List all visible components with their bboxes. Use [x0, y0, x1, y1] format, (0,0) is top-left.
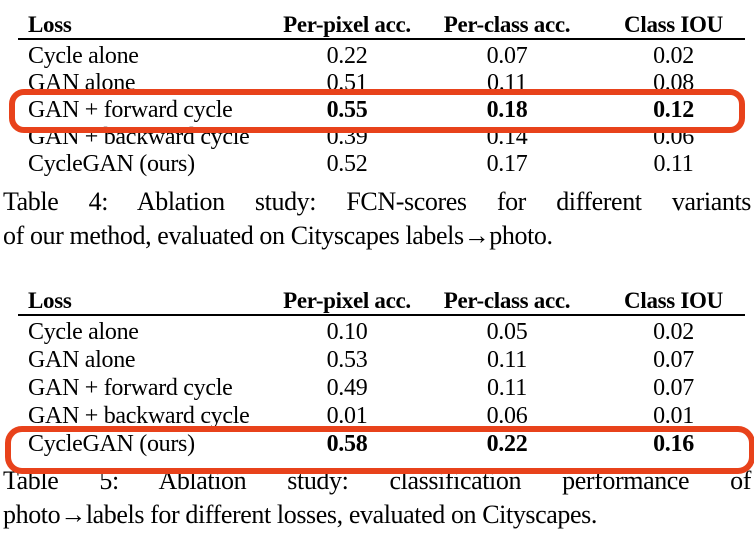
per-class-value: 0.05: [486, 319, 528, 345]
loss-label: GAN + backward cycle: [28, 403, 250, 429]
table-row: Cycle alone 0.22 0.07 0.02: [18, 42, 745, 69]
table-row: GAN alone 0.51 0.11 0.08: [18, 69, 745, 96]
per-class-value: 0.06: [486, 403, 528, 429]
class-iou-value: 0.06: [653, 123, 694, 150]
per-pixel-value: 0.39: [326, 123, 368, 150]
class-iou-value: 0.02: [653, 319, 694, 345]
column-header-per-pixel: Per-pixel acc.: [283, 11, 411, 37]
class-iou-value: 0.02: [653, 42, 694, 69]
class-iou-value: 0.08: [653, 69, 694, 96]
class-iou-value: 0.11: [653, 150, 694, 177]
loss-label: CycleGAN (ours): [28, 431, 195, 457]
table4-caption: Table 4: Ablation study: FCN-scores for …: [3, 185, 751, 253]
table-header-row: Loss Per-pixel acc. Per-class acc. Class…: [18, 10, 745, 40]
class-iou-value: 0.07: [653, 347, 694, 373]
per-pixel-value: 0.55: [326, 96, 368, 123]
per-class-value: 0.07: [486, 42, 528, 69]
table5-caption: Table 5: Ablation study: classification …: [3, 464, 751, 532]
per-class-value: 0.22: [486, 431, 528, 457]
per-pixel-value: 0.52: [326, 150, 368, 177]
loss-label: Cycle alone: [28, 319, 139, 345]
per-class-value: 0.14: [486, 123, 528, 150]
classification-table: Loss Per-pixel acc. Per-class acc. Class…: [18, 286, 745, 458]
column-header-per-pixel: Per-pixel acc.: [283, 287, 411, 313]
column-header-loss: Loss: [28, 11, 72, 37]
per-pixel-value: 0.22: [326, 42, 368, 69]
loss-label: CycleGAN (ours): [28, 150, 195, 177]
loss-label: GAN alone: [28, 69, 136, 96]
table-row-highlighted: GAN + forward cycle 0.55 0.18 0.12: [18, 96, 745, 123]
caption-line: Table 4: Ablation study: FCN-scores for …: [3, 187, 751, 216]
per-pixel-value: 0.01: [326, 403, 368, 429]
per-pixel-value: 0.53: [326, 347, 368, 373]
table-row: GAN + backward cycle 0.01 0.06 0.01: [18, 402, 745, 430]
table-row: CycleGAN (ours) 0.52 0.17 0.11: [18, 150, 745, 177]
per-class-value: 0.18: [486, 96, 528, 123]
class-iou-value: 0.07: [653, 375, 694, 401]
loss-label: GAN alone: [28, 347, 136, 373]
class-iou-value: 0.01: [653, 403, 694, 429]
table-row-highlighted: CycleGAN (ours) 0.58 0.22 0.16: [18, 430, 745, 458]
column-header-loss: Loss: [28, 287, 72, 313]
loss-label: GAN + forward cycle: [28, 96, 233, 123]
class-iou-value: 0.12: [653, 96, 694, 123]
loss-label: GAN + forward cycle: [28, 375, 233, 401]
per-class-value: 0.11: [487, 69, 527, 96]
table-row: GAN + forward cycle 0.49 0.11 0.07: [18, 374, 745, 402]
table-body: Cycle alone 0.22 0.07 0.02 GAN alone 0.5…: [18, 40, 745, 177]
caption-line: of our method, evaluated on Cityscapes l…: [3, 221, 553, 250]
fcn-scores-table: Loss Per-pixel acc. Per-class acc. Class…: [18, 10, 745, 177]
per-pixel-value: 0.58: [326, 431, 368, 457]
loss-label: GAN + backward cycle: [28, 123, 250, 150]
per-class-value: 0.11: [487, 347, 527, 373]
table-row: GAN + backward cycle 0.39 0.14 0.06: [18, 123, 745, 150]
table-row: GAN alone 0.53 0.11 0.07: [18, 346, 745, 374]
loss-label: Cycle alone: [28, 42, 139, 69]
caption-line: photo→labels for different losses, evalu…: [3, 500, 597, 529]
column-header-per-class: Per-class acc.: [443, 287, 571, 313]
per-class-value: 0.17: [486, 150, 528, 177]
caption-line: Table 5: Ablation study: classification …: [3, 466, 751, 495]
table-body: Cycle alone 0.10 0.05 0.02 GAN alone 0.5…: [18, 316, 745, 458]
table-header-row: Loss Per-pixel acc. Per-class acc. Class…: [18, 286, 745, 316]
per-pixel-value: 0.10: [326, 319, 368, 345]
column-header-class-iou: Class IOU: [624, 11, 723, 37]
class-iou-value: 0.16: [653, 431, 694, 457]
per-pixel-value: 0.51: [326, 69, 368, 96]
per-pixel-value: 0.49: [326, 375, 368, 401]
column-header-class-iou: Class IOU: [624, 287, 723, 313]
column-header-per-class: Per-class acc.: [443, 11, 571, 37]
table-row: Cycle alone 0.10 0.05 0.02: [18, 318, 745, 346]
per-class-value: 0.11: [487, 375, 527, 401]
